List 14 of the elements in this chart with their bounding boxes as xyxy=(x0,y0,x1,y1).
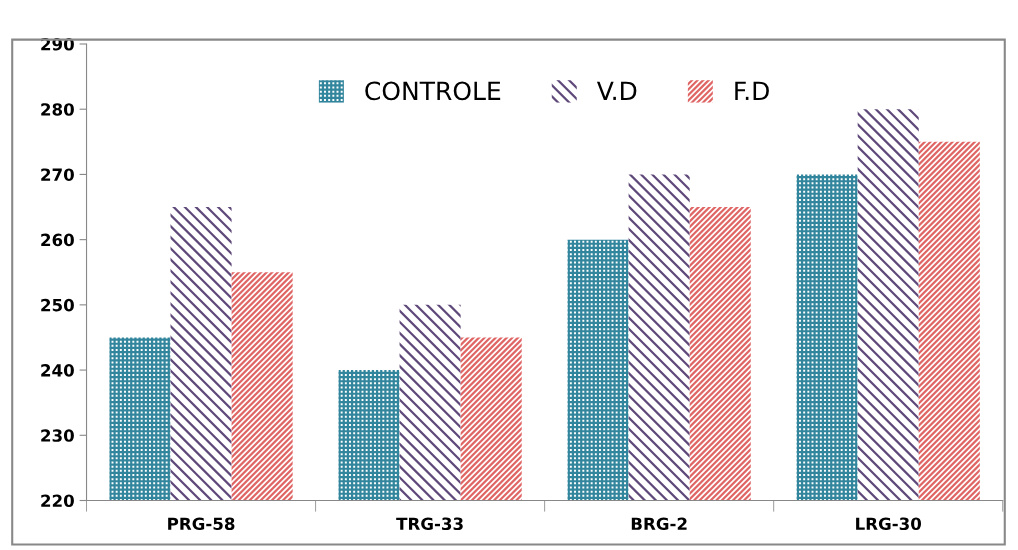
y-tick-label: 250 xyxy=(41,298,74,312)
x-tick-label: TRG-33 xyxy=(396,517,463,531)
y-tick-label: 280 xyxy=(41,103,74,116)
x-tick-label: BRG-2 xyxy=(631,517,687,531)
y-tick-label: 240 xyxy=(41,364,74,377)
y-tick-label: 270 xyxy=(41,168,74,181)
y-tick-label: 220 xyxy=(41,494,74,508)
legend-label: F.D xyxy=(735,81,769,100)
y-tick-label: 230 xyxy=(41,429,74,442)
legend-label: V.D xyxy=(596,81,637,100)
x-tick-label: PRG-58 xyxy=(168,517,235,531)
x-tick-label: LRG-30 xyxy=(856,517,922,531)
legend-label: CONTROLE xyxy=(365,81,501,101)
y-tick-label: 260 xyxy=(41,233,74,247)
